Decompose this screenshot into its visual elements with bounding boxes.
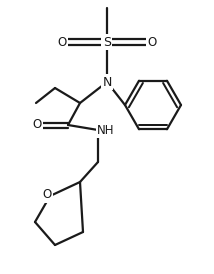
Text: S: S bbox=[103, 36, 111, 48]
Text: O: O bbox=[147, 36, 157, 48]
Text: O: O bbox=[32, 118, 42, 132]
Text: NH: NH bbox=[97, 124, 115, 136]
Text: N: N bbox=[102, 76, 112, 89]
Text: O: O bbox=[42, 189, 52, 201]
Text: O: O bbox=[57, 36, 67, 48]
